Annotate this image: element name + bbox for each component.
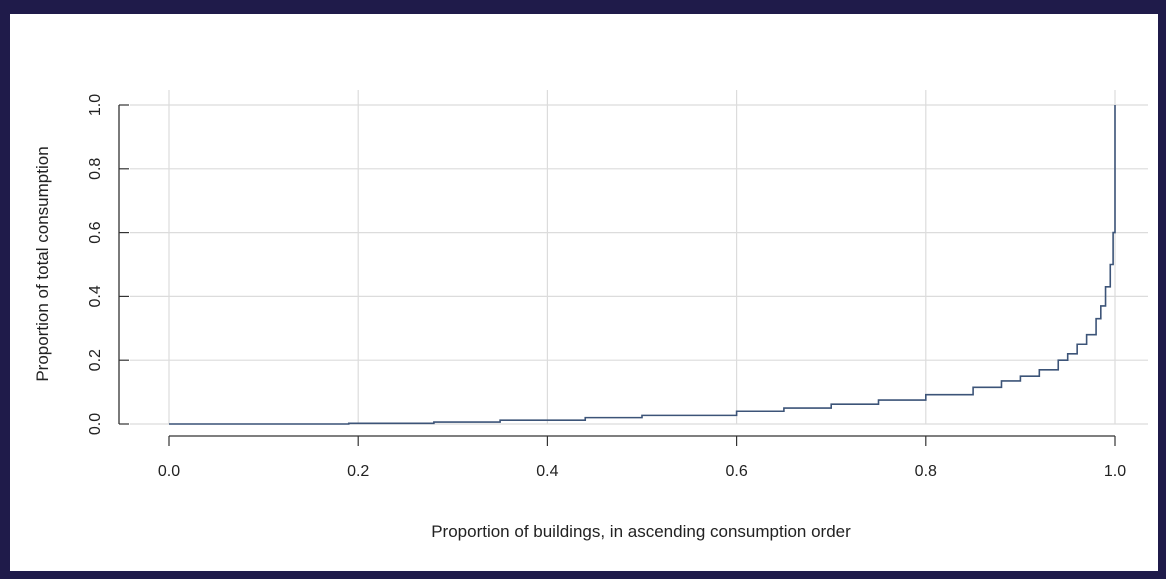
y-tick-label-1: 0.2 xyxy=(87,349,104,371)
series-line-0 xyxy=(169,105,1116,425)
x-tick-label-1: 0.2 xyxy=(347,463,369,480)
y-tick-label-2: 0.4 xyxy=(87,285,104,307)
x-tick-label-2: 0.4 xyxy=(536,463,558,480)
x-axis-label: Proportion of buildings, in ascending co… xyxy=(431,522,851,541)
y-tick-label-4: 0.8 xyxy=(87,158,104,180)
series-layer xyxy=(169,105,1116,425)
grid-lines xyxy=(130,90,1148,425)
y-tick-label-3: 0.6 xyxy=(87,221,104,243)
chart-panel xyxy=(10,14,1158,571)
x-tick-labels: 0.0 0.2 0.4 0.6 0.8 1.0 xyxy=(158,463,1126,480)
x-tick-label-5: 1.0 xyxy=(1104,463,1126,480)
x-tick-label-0: 0.0 xyxy=(158,463,180,480)
y-tick-label-5: 1.0 xyxy=(87,94,104,116)
axes xyxy=(118,104,1116,446)
x-tick-label-3: 0.6 xyxy=(725,463,747,480)
x-tick-label-4: 0.8 xyxy=(915,463,937,480)
y-axis-label: Proportion of total consumption xyxy=(33,146,52,381)
y-tick-label-0: 0.0 xyxy=(87,413,104,435)
y-tick-labels: 0.0 0.2 0.4 0.6 0.8 1.0 xyxy=(87,94,104,435)
